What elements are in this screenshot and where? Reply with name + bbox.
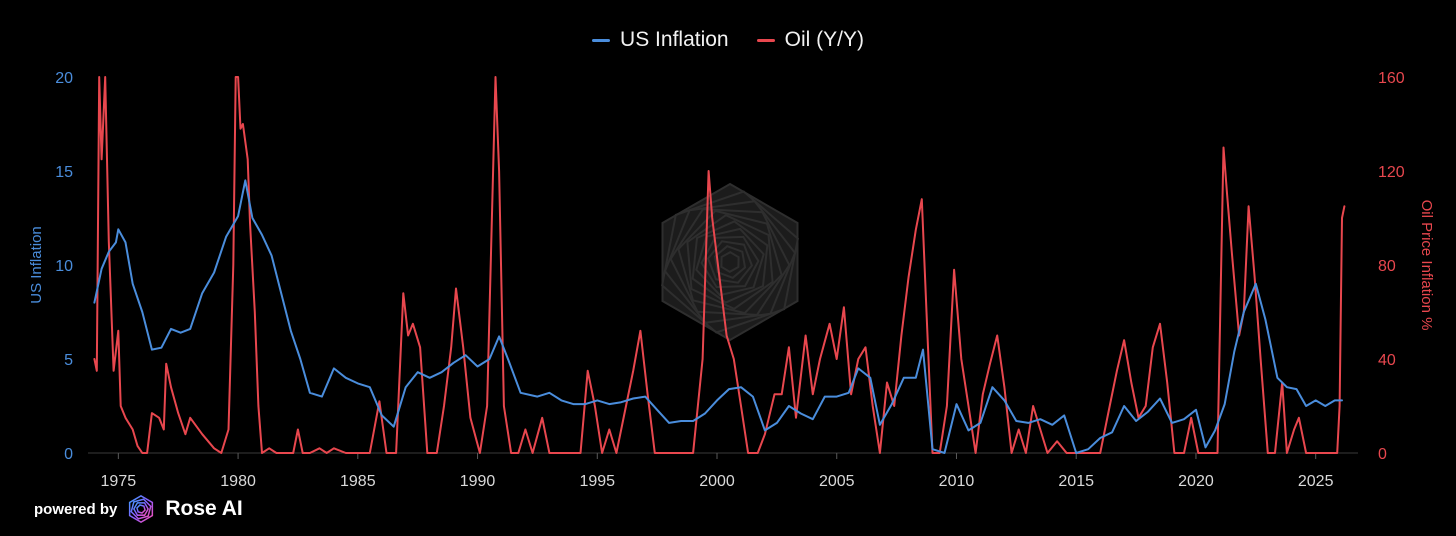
right-tick-label: 120 (1378, 164, 1405, 181)
x-tick-label: 1985 (340, 473, 376, 490)
watermark-hexagon (706, 240, 754, 284)
right-tick-label: 80 (1378, 258, 1396, 275)
legend-item-us-inflation[interactable]: US Inflation (592, 28, 729, 52)
rose-ai-brand-name: Rose AI (165, 497, 243, 520)
left-tick-label: 10 (55, 258, 73, 275)
watermark-hexagon (677, 209, 783, 315)
x-tick-label: 2025 (1298, 473, 1334, 490)
right-tick-label: 0 (1378, 446, 1387, 463)
watermark-hexagon (663, 200, 797, 324)
x-tick-label: 2010 (939, 473, 975, 490)
x-tick-label: 1975 (101, 473, 137, 490)
watermark-hexagon (720, 251, 740, 273)
series-line-us-inflation (93, 179, 1343, 454)
right-tick-label: 160 (1378, 70, 1405, 87)
rose-ai-logo-icon (129, 495, 154, 523)
series-layer (93, 76, 1346, 454)
branding[interactable]: powered by Rose AI (34, 494, 243, 524)
x-tick-label: 2005 (819, 473, 855, 490)
watermark-hexagon (700, 235, 760, 289)
x-tick-label: 2000 (699, 473, 735, 490)
watermark-hexagon (713, 245, 747, 279)
x-tick-label: 2020 (1178, 473, 1214, 490)
left-tick-label: 15 (55, 164, 73, 181)
left-tick-label: 20 (55, 70, 73, 87)
x-axis-ticks: 1975 1980 1985 1990 1995 2000 2005 2010 2015 2020… (101, 453, 1334, 490)
legend-item-oil[interactable]: Oil (Y/Y) (756, 28, 864, 52)
x-tick-label: 2015 (1058, 473, 1094, 490)
legend-swatch-oil (756, 38, 775, 42)
right-axis-label: Oil Price Inflation % (1418, 200, 1435, 331)
x-tick-label: 1995 (579, 473, 615, 490)
watermark-hexagon (695, 227, 765, 297)
watermark-hexagon (669, 208, 791, 316)
legend: US Inflation Oil (Y/Y) (0, 28, 1456, 52)
right-tick-label: 40 (1378, 352, 1396, 369)
legend-label-oil: Oil (Y/Y) (784, 28, 864, 51)
powered-by-text: powered by (34, 500, 118, 518)
x-tick-label: 1980 (220, 473, 256, 490)
left-tick-label: 0 (64, 446, 73, 463)
left-axis-ticks: 0 5 10 15 20 (55, 70, 73, 463)
left-axis-label: US Inflation (28, 226, 45, 304)
watermark-hexagon (661, 190, 799, 334)
watermark-hexagon (691, 220, 769, 304)
x-tick-label: 1990 (460, 473, 496, 490)
left-tick-label: 5 (64, 352, 73, 369)
legend-swatch-us-inflation (592, 38, 611, 42)
rose-ai-watermark-logo (661, 182, 799, 342)
legend-label-us-inflation: US Inflation (620, 28, 729, 51)
right-axis-ticks: 0 40 80 120 160 (1378, 70, 1405, 463)
series-line-oil (93, 76, 1346, 454)
watermark-hexagon (686, 214, 774, 310)
